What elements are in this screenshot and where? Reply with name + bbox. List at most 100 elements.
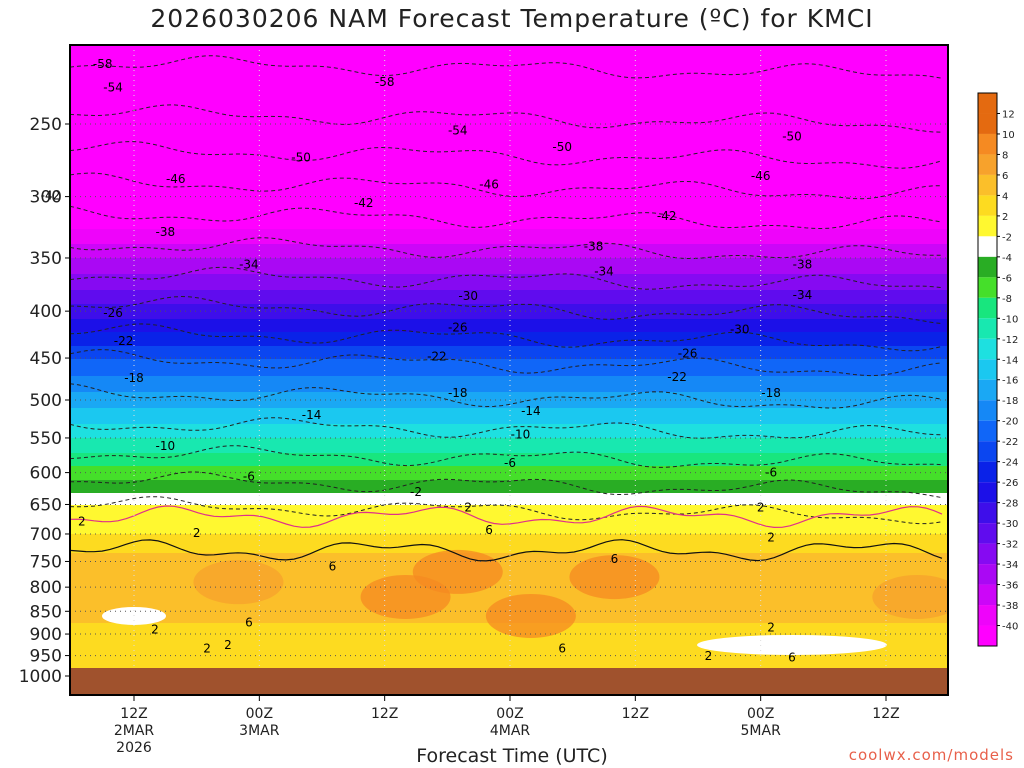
isotherm-6 [70, 539, 943, 562]
colorbar-label: -38 [1002, 601, 1018, 612]
chart-title: 2026030206 NAM Forecast Temperature (ºC)… [150, 4, 874, 33]
contour-label: -34 [793, 288, 813, 302]
contour-label: -58 [93, 57, 113, 71]
colorbar-segment [978, 400, 997, 421]
contour-label: -14 [302, 408, 322, 422]
x-tick-label: 12Z [120, 706, 147, 722]
colorbar-segment [978, 174, 997, 196]
y-tick-label: 800 [30, 578, 62, 598]
colorbar-segment [978, 133, 997, 155]
colorbar-segment [978, 113, 997, 134]
contour-label: -18 [124, 371, 144, 385]
contour-label: 2 [757, 501, 765, 515]
contour-label: 6 [485, 523, 493, 537]
contour-label: 2 [464, 501, 472, 515]
colorbar-segment [978, 318, 997, 339]
colorbar-label: -36 [1002, 581, 1018, 592]
colorbar-segment [978, 154, 997, 175]
contour-label: -42 [657, 209, 677, 223]
contour-label: 2 [151, 623, 159, 637]
colorbar-segment [978, 277, 997, 298]
colorbar-label: -24 [1002, 458, 1018, 469]
y-axis-pressure: 250 300 350 400 450 500 550 600 650 700 750 800 850 9… [19, 115, 70, 687]
colorbar-segment [978, 482, 997, 503]
warm-core [872, 574, 948, 619]
isotherm--18 [70, 383, 943, 409]
y-tick-label: 500 [30, 391, 62, 411]
contour-label: 2 [78, 514, 86, 528]
y-tick-label: 850 [30, 602, 62, 622]
contour-label: 6 [329, 560, 337, 574]
contour-label: -2 [410, 485, 422, 499]
colorbar-label: -14 [1002, 355, 1018, 366]
contour-label: -58 [375, 75, 395, 89]
contour-label: -6 [765, 466, 777, 480]
ground-layer [70, 668, 948, 695]
contour-label: -34 [594, 264, 614, 278]
contour-label: -26 [103, 306, 123, 320]
contour-label: -22 [114, 334, 134, 348]
colorbar-label: -30 [1002, 519, 1018, 530]
isotherm-2 [70, 505, 943, 529]
warm-core [485, 593, 576, 638]
colorbar-label: -16 [1002, 376, 1018, 387]
contour-label: -18 [761, 386, 781, 400]
contour-label: -50 [552, 140, 572, 154]
colorbar-segment [978, 359, 997, 380]
contour-label: -10 [511, 427, 531, 441]
contour-label: -42 [354, 196, 374, 210]
colorbar-segment [978, 543, 997, 565]
contour-labels: -58 -54 -58 -54 -50 -50 -50 -46 -46 -46 -42 -42 -42 -… [41, 57, 813, 665]
colorbar-segment [978, 564, 997, 585]
isotherm--2 [70, 496, 943, 525]
y-tick-label: 550 [30, 429, 62, 449]
colorbar-segment [978, 297, 997, 319]
x-tick-label: 5MAR [741, 723, 782, 739]
contour-label: -38 [793, 258, 813, 272]
colorbar-segment [978, 420, 997, 442]
isotherm--50 [70, 141, 943, 169]
colorbar-segment [978, 256, 997, 278]
y-tick-label: 250 [30, 115, 62, 135]
y-tick-label: 700 [30, 525, 62, 545]
colorbar-segment [978, 625, 997, 646]
colorbar-frame [977, 92, 998, 647]
colorbar-segment [978, 195, 997, 216]
colorbar-segment [978, 584, 997, 606]
contour-label: 6 [558, 641, 566, 655]
colorbar: 12 10 8 6 4 2 -2 -4 -6 -8 -10 -12 -14 -16 -18 -20 -22 -24… [977, 92, 1018, 647]
contour-label: -50 [782, 130, 802, 144]
contour-label: 2 [193, 526, 201, 540]
contour-label: -54 [103, 80, 123, 94]
colorbar-label: -20 [1002, 417, 1018, 428]
contour-label: -54 [448, 123, 468, 137]
contour-label: 2 [767, 620, 775, 634]
colorbar-label: -12 [1002, 335, 1018, 346]
colorbar-label: -4 [1002, 253, 1012, 264]
colorbar-label: 12 [1002, 109, 1015, 120]
contour-label: -46 [751, 169, 771, 183]
contour-label: -18 [448, 386, 468, 400]
cool-pocket [697, 634, 887, 655]
y-tick-label: 400 [30, 302, 62, 322]
y-tick-label: 650 [30, 495, 62, 515]
colorbar-label: -8 [1002, 294, 1012, 305]
contour-label: -30 [730, 323, 750, 337]
x-tick-label: 4MAR [490, 723, 531, 739]
colorbar-label: -32 [1002, 540, 1018, 551]
colorbar-label: 10 [1002, 130, 1015, 141]
isotherm-lines [70, 55, 943, 562]
x-tick-label: 12Z [872, 706, 899, 722]
contour-label: -26 [678, 347, 698, 361]
contour-label: -46 [166, 172, 186, 186]
colorbar-label: -10 [1002, 314, 1018, 325]
colorbar-label: -2 [1002, 232, 1012, 243]
y-tick-label: 300 [30, 188, 62, 208]
warm-core [193, 560, 284, 605]
warm-core [360, 574, 451, 619]
x-tick-label: 2MAR [114, 723, 155, 739]
credit-text: coolwx.com/models [848, 746, 1014, 764]
contour-label: -22 [427, 349, 447, 363]
x-tick-label: 12Z [622, 706, 649, 722]
